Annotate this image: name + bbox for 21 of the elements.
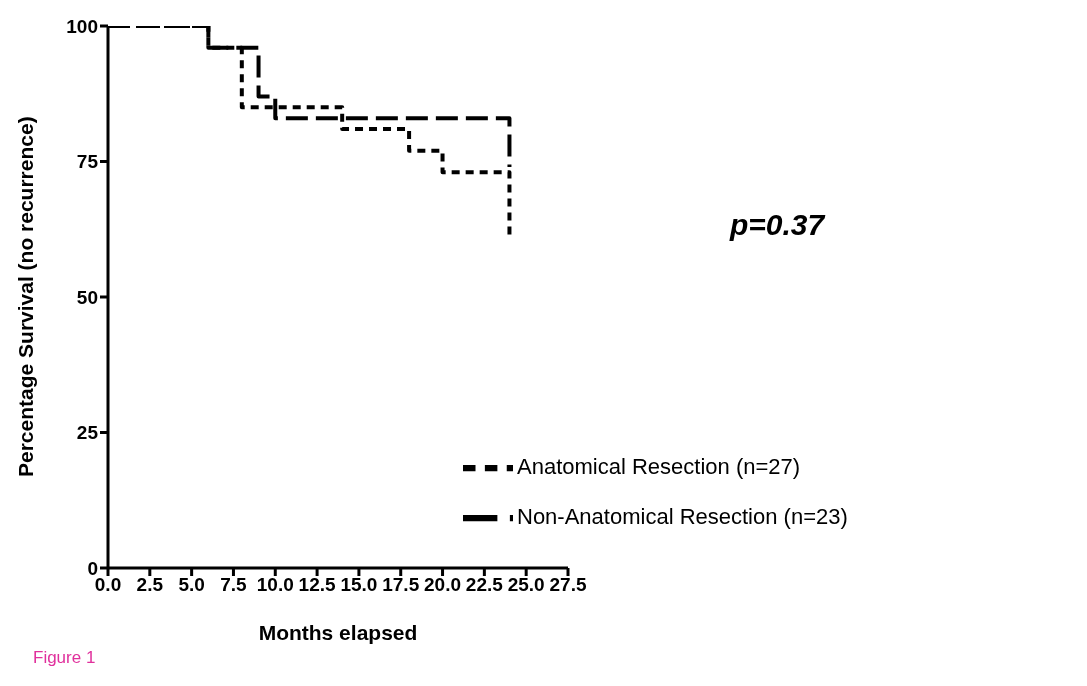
x-tick-label: 15.0 [340, 574, 378, 596]
x-tick-label: 22.5 [465, 574, 504, 596]
x-tick-label: 7.5 [220, 574, 248, 596]
x-tick-label: 2.5 [136, 574, 164, 596]
x-tick-label: 17.5 [382, 574, 420, 596]
y-axis-title: Percentage Survival (no recurrence) [14, 116, 38, 477]
x-axis-title: Months elapsed [258, 621, 418, 644]
text: p=0.37 [730, 208, 825, 242]
y-tick-label: 50 [76, 286, 98, 308]
x-tick-label: 25.0 [507, 574, 545, 596]
caption: Figure 1 [33, 648, 96, 668]
y-tick-label: 100 [66, 15, 98, 37]
y-tick-label: 75 [76, 151, 99, 173]
x-tick-label: 5.0 [178, 574, 205, 596]
x-tick-label: 20.0 [424, 574, 462, 596]
legend-label: Non-Anatomical Resection (n=23) [517, 503, 848, 529]
x-tick-label: 27.5 [549, 574, 587, 596]
legend-label: Anatomical Resection (n=27) [517, 453, 801, 479]
x-tick-label: 12.5 [298, 574, 337, 596]
y-tick-label: 25 [76, 422, 99, 444]
x-tick-label: 10.0 [256, 574, 294, 596]
